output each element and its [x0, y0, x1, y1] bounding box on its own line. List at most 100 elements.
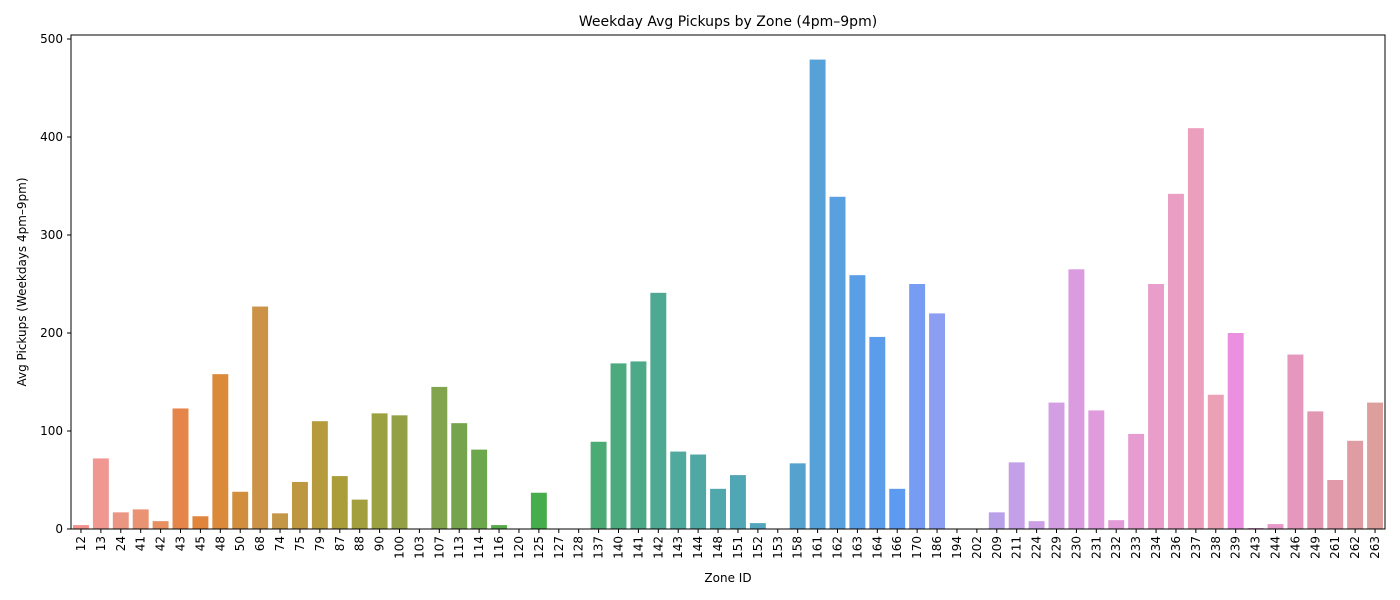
bar-zone-224: [1028, 521, 1045, 529]
bar-zone-13: [92, 458, 109, 529]
x-tick-label: 100: [393, 536, 407, 559]
x-tick-label: 113: [452, 536, 466, 559]
bar-zone-229: [1048, 402, 1065, 529]
x-tick-label: 87: [333, 536, 347, 551]
x-tick-label: 142: [651, 536, 665, 559]
x-tick-label: 261: [1328, 536, 1342, 559]
bar-zone-12: [72, 525, 89, 529]
x-tick-label: 50: [233, 536, 247, 551]
plot-frame: [70, 34, 1386, 530]
bar-zone-24: [112, 512, 129, 529]
bar-zone-263: [1367, 402, 1384, 529]
bar-zone-48: [212, 374, 229, 529]
x-tick-label: 262: [1348, 536, 1362, 559]
x-tick-label: 120: [512, 536, 526, 559]
bar-zone-161: [809, 59, 826, 529]
x-tick-label: 234: [1149, 536, 1163, 559]
bar-zone-262: [1347, 440, 1364, 529]
x-tick-label: 152: [751, 536, 765, 559]
bar-zone-164: [869, 336, 886, 529]
bar-zone-50: [232, 491, 249, 529]
bar-zone-162: [829, 196, 846, 529]
bar-zone-166: [889, 488, 906, 529]
bars-group: [72, 59, 1384, 529]
x-tick-label: 127: [552, 536, 566, 559]
x-tick-label: 194: [950, 536, 964, 559]
x-tick-label: 170: [910, 536, 924, 559]
chart-title: Weekday Avg Pickups by Zone (4pm–9pm): [579, 14, 877, 30]
y-tick-label: 200: [40, 326, 63, 340]
x-tick-label: 236: [1169, 536, 1183, 559]
x-tick-label: 151: [731, 536, 745, 559]
x-tick-label: 186: [930, 536, 944, 559]
x-tick-label: 246: [1288, 536, 1302, 559]
bar-zone-163: [849, 275, 866, 529]
x-axis-label: Zone ID: [704, 571, 751, 585]
bar-zone-151: [729, 475, 746, 529]
x-tick-label: 114: [472, 536, 486, 559]
bar-zone-68: [252, 306, 269, 529]
bar-zone-114: [471, 449, 488, 529]
y-tick-label: 100: [40, 424, 63, 438]
x-tick-label: 41: [134, 536, 148, 551]
x-tick-label: 75: [293, 536, 307, 551]
bar-zone-232: [1108, 520, 1125, 529]
x-axis-ticks: 12 13 24 41 42 43 45 48 50 68 74 75 79 87 88 90 100 103 10…: [74, 529, 1382, 559]
bar-zone-158: [789, 463, 806, 529]
bar-zone-45: [192, 516, 209, 529]
x-tick-label: 148: [711, 536, 725, 559]
bar-zone-239: [1227, 333, 1244, 529]
x-tick-label: 211: [1010, 536, 1024, 559]
bar-zone-141: [630, 361, 647, 529]
x-tick-label: 68: [253, 536, 267, 551]
x-tick-label: 239: [1229, 536, 1243, 559]
bar-zone-100: [391, 415, 408, 529]
x-tick-label: 103: [412, 536, 426, 559]
x-tick-label: 238: [1209, 536, 1223, 559]
x-tick-label: 107: [432, 536, 446, 559]
bar-zone-116: [491, 525, 508, 529]
x-tick-label: 12: [74, 536, 88, 551]
y-tick-label: 500: [40, 32, 63, 46]
x-tick-label: 231: [1089, 536, 1103, 559]
bar-zone-237: [1187, 128, 1204, 529]
x-tick-label: 263: [1368, 536, 1382, 559]
x-tick-label: 232: [1109, 536, 1123, 559]
bar-zone-87: [331, 476, 348, 529]
bar-zone-170: [909, 284, 926, 529]
x-tick-label: 140: [612, 536, 626, 559]
x-tick-label: 74: [273, 536, 287, 551]
x-tick-label: 163: [850, 536, 864, 559]
x-tick-label: 153: [771, 536, 785, 559]
x-tick-label: 162: [831, 536, 845, 559]
bar-zone-209: [988, 512, 1005, 529]
bar-zone-148: [710, 488, 727, 529]
y-tick-label: 400: [40, 130, 63, 144]
bar-zone-261: [1327, 480, 1344, 529]
x-tick-label: 116: [492, 536, 506, 559]
y-tick-label: 0: [55, 522, 63, 536]
y-tick-label: 300: [40, 228, 63, 242]
x-tick-label: 202: [970, 536, 984, 559]
x-tick-label: 161: [811, 536, 825, 559]
x-tick-label: 233: [1129, 536, 1143, 559]
x-tick-label: 90: [373, 536, 387, 551]
bar-zone-238: [1207, 394, 1224, 529]
x-tick-label: 244: [1269, 536, 1283, 559]
y-axis-label: Avg Pickups (Weekdays 4pm–9pm): [15, 177, 29, 386]
bar-zone-233: [1128, 433, 1145, 529]
x-tick-label: 249: [1308, 536, 1322, 559]
bar-zone-211: [1008, 462, 1025, 529]
x-tick-label: 45: [193, 536, 207, 551]
x-tick-label: 143: [671, 536, 685, 559]
bar-zone-236: [1167, 193, 1184, 529]
x-tick-label: 88: [353, 536, 367, 551]
bar-zone-75: [291, 481, 308, 529]
y-axis-ticks: 0 100 200 300 400 500: [40, 32, 71, 536]
x-tick-label: 230: [1069, 536, 1083, 559]
x-tick-label: 13: [94, 536, 108, 551]
x-tick-label: 209: [990, 536, 1004, 559]
bar-zone-140: [610, 363, 627, 529]
